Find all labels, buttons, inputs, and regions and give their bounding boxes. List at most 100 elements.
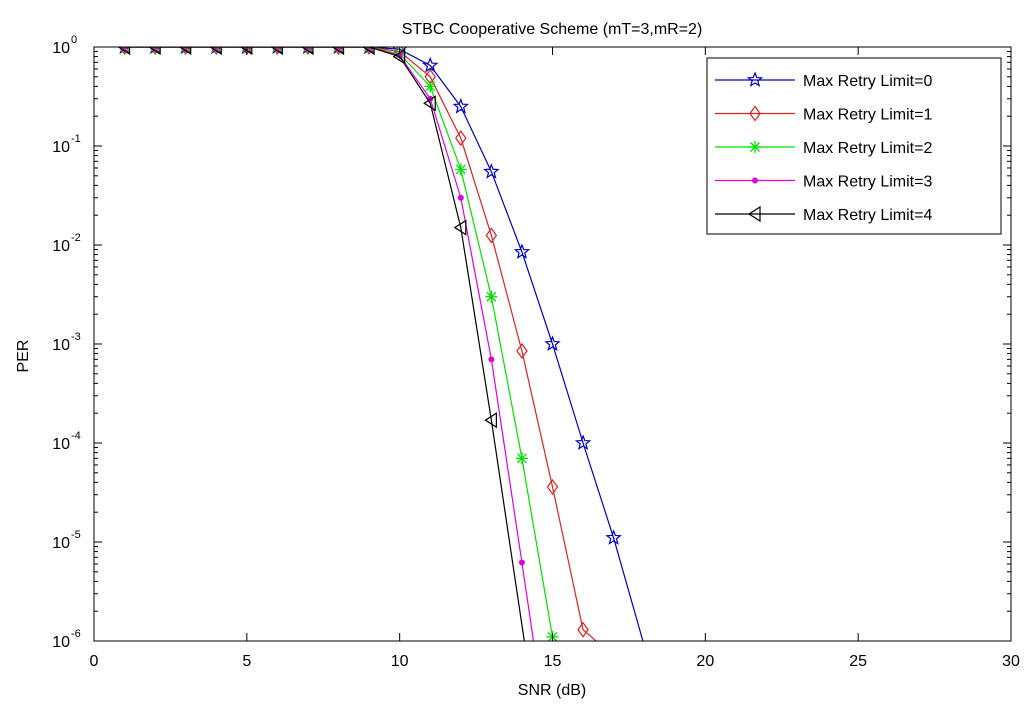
- series-line: [124, 47, 644, 641]
- legend-label: Max Retry Limit=3: [803, 174, 932, 191]
- marker-stroke: [368, 47, 375, 52]
- marker-stroke: [154, 47, 161, 52]
- data-point-marker: [749, 105, 761, 122]
- x-axis: 0 5 10 15 20 25 30: [90, 47, 1020, 670]
- series-line: [124, 47, 525, 641]
- data-point-marker: [483, 163, 500, 179]
- legend-item: Max Retry Limit=4: [715, 205, 932, 224]
- series-line: [124, 47, 535, 641]
- legend-item: Max Retry Limit=2: [715, 140, 932, 157]
- x-tick-label: 25: [849, 653, 867, 670]
- marker-stroke: [211, 47, 218, 52]
- data-point-marker: [546, 478, 559, 495]
- data-point-marker: [457, 194, 464, 201]
- marker-stroke: [241, 47, 248, 52]
- marker-stroke: [455, 164, 466, 175]
- legend-label: Max Retry Limit=2: [803, 140, 932, 157]
- y-tick-label: 10: [52, 139, 70, 156]
- marker-stroke: [303, 47, 309, 52]
- x-tick-label: 10: [391, 653, 409, 670]
- legend-item: Max Retry Limit=3: [715, 174, 932, 191]
- x-tick-label: 15: [544, 653, 562, 670]
- data-point-marker: [304, 47, 311, 50]
- legend-label: Max Retry Limit=4: [803, 207, 932, 224]
- marker-stroke: [337, 47, 344, 52]
- data-point-marker: [117, 47, 131, 56]
- y-tick-label-exponent: -3: [71, 331, 81, 343]
- marker-stroke: [486, 291, 497, 302]
- y-tick-label-exponent: -1: [71, 133, 81, 145]
- y-tick-label-exponent: -4: [71, 430, 81, 442]
- data-point-marker: [421, 56, 439, 73]
- marker-stroke: [184, 47, 191, 52]
- data-point-marker: [121, 47, 128, 50]
- data-point-marker: [210, 47, 223, 56]
- y-tick-label-exponent: -2: [71, 232, 81, 244]
- marker-stroke: [272, 47, 279, 52]
- y-tick-label-exponent: -5: [71, 529, 81, 541]
- y-axis-label: PER: [15, 340, 32, 373]
- marker-stroke: [364, 47, 371, 52]
- data-point-marker: [453, 219, 467, 236]
- x-tick-label: 5: [242, 653, 251, 670]
- y-tick-label: 10: [52, 535, 70, 552]
- data-point-marker: [331, 47, 345, 56]
- chart-title: STBC Cooperative Scheme (mT=3,mR=2): [402, 21, 703, 38]
- data-point-marker: [746, 71, 764, 88]
- marker-stroke: [750, 142, 760, 152]
- series-line: [124, 47, 598, 641]
- data-point-marker: [148, 47, 161, 56]
- legend-item: Max Retry Limit=0: [715, 71, 932, 90]
- marker-stroke: [180, 47, 187, 52]
- legend: Max Retry Limit=0 Max Retry Limit=1 Max Re…: [706, 57, 1002, 235]
- data-point-marker: [516, 342, 528, 360]
- data-point-marker: [149, 47, 161, 56]
- data-point-marker: [515, 452, 528, 465]
- data-point-marker: [485, 290, 498, 303]
- marker-stroke: [333, 47, 340, 52]
- data-point-marker: [179, 47, 192, 56]
- y-tick-label-base: 10: [52, 139, 70, 156]
- data-point-marker: [454, 163, 467, 176]
- y-tick-label: 10: [52, 238, 70, 255]
- data-point-marker: [518, 559, 525, 566]
- data-point-marker: [300, 47, 314, 56]
- legend-item: Max Retry Limit=1: [715, 105, 932, 124]
- data-point-marker: [485, 227, 498, 244]
- data-point-marker: [455, 130, 467, 147]
- data-point-marker: [452, 97, 470, 114]
- data-point-marker: [118, 47, 131, 56]
- data-point-marker: [271, 47, 284, 56]
- data-point-marker: [752, 177, 758, 184]
- data-point-marker: [152, 47, 159, 50]
- data-point-marker: [363, 47, 375, 56]
- y-tick-label-exponent: 0: [71, 34, 77, 46]
- data-point-marker: [488, 356, 495, 363]
- data-point-marker: [577, 621, 589, 638]
- data-point-marker: [302, 47, 314, 56]
- data-point-marker: [544, 335, 561, 352]
- series-4: [117, 47, 525, 641]
- marker-stroke: [123, 47, 130, 52]
- data-point-marker: [361, 47, 375, 56]
- data-point-marker: [332, 47, 345, 56]
- data-point-marker: [209, 47, 222, 56]
- y-tick-label-base: 10: [52, 436, 70, 453]
- x-tick-label: 0: [90, 653, 99, 670]
- data-point-marker: [513, 243, 531, 259]
- y-tick-label-exponent: -6: [71, 628, 81, 640]
- data-point-marker: [274, 47, 281, 50]
- y-tick-label: 10: [52, 337, 70, 354]
- data-point-marker: [182, 47, 189, 50]
- x-axis-label: SNR (dB): [518, 682, 586, 699]
- marker-stroke: [516, 453, 527, 464]
- series-3: [121, 47, 535, 641]
- marker-stroke: [215, 47, 222, 52]
- data-point-marker: [178, 47, 192, 56]
- data-point-marker: [213, 47, 220, 50]
- series-line: [124, 47, 558, 641]
- legend-label: Max Retry Limit=0: [803, 73, 932, 90]
- y-tick-label: 10: [52, 634, 70, 651]
- marker-stroke: [307, 47, 313, 52]
